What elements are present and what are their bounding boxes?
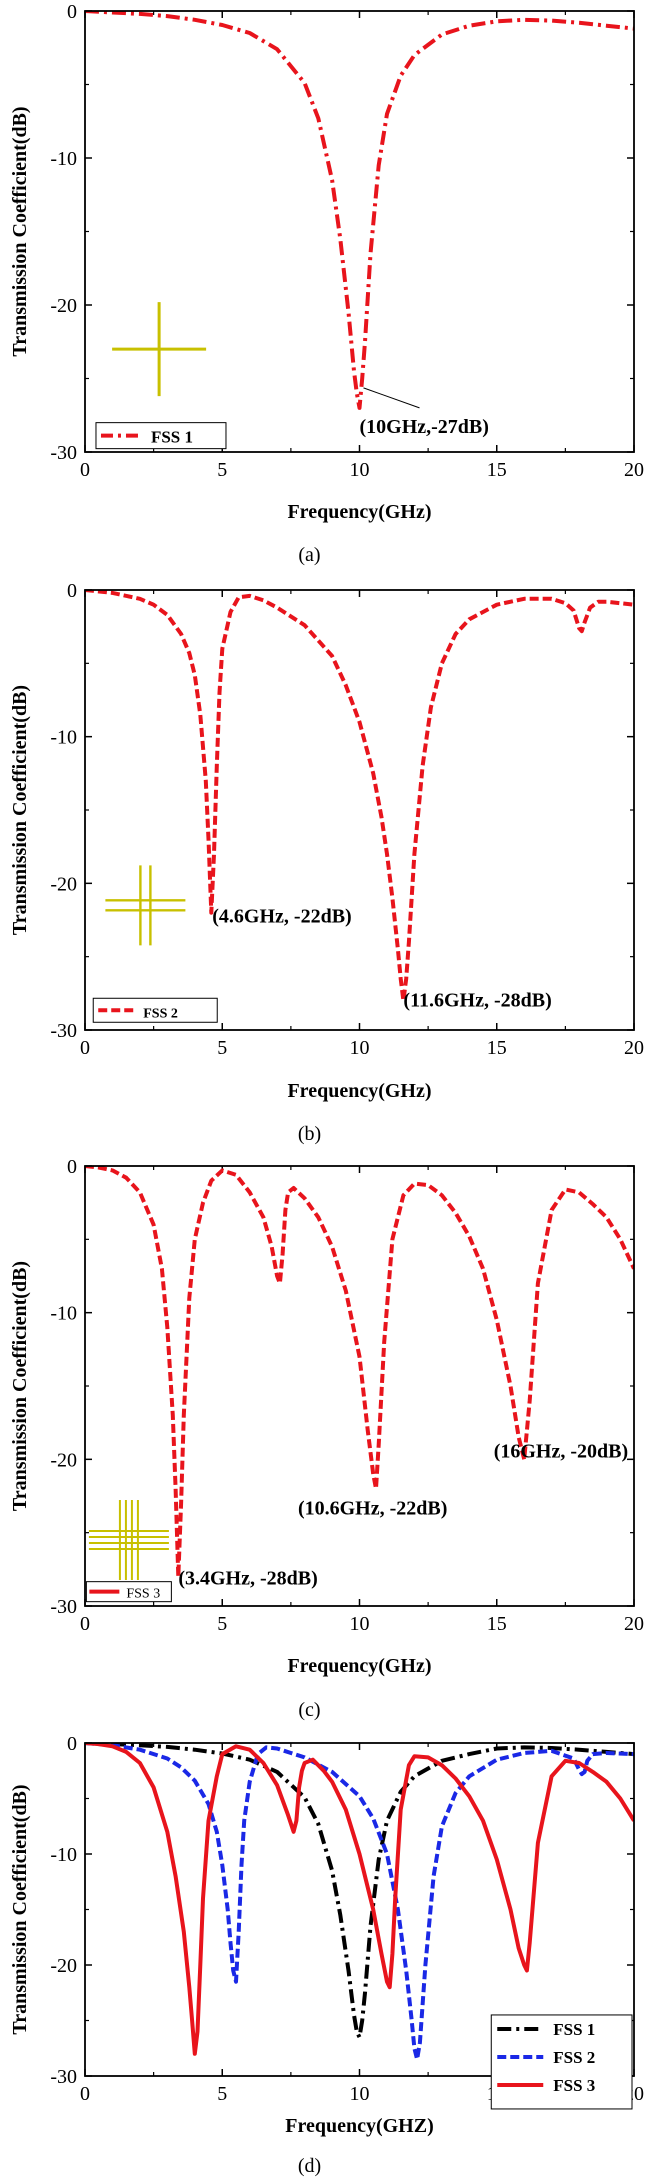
series-line-fss-3 [85, 1743, 634, 2056]
chart-panel-a: 0 5 10 15 20 0 -10 -20 -30 Frequency(GHz) Transmis… [9, 1, 644, 566]
plot-frame [84, 589, 635, 1031]
x-tick-label: 20 [624, 459, 644, 481]
y-tick-label: -20 [50, 1449, 77, 1471]
series-line-fss-2 [85, 1743, 634, 2062]
y-tick-label: -30 [50, 2066, 77, 2088]
x-tick-label: 15 [487, 1613, 507, 1635]
plot-frame [84, 1742, 635, 2077]
y-axis-label: Transmission Coefficient(dB) [9, 106, 31, 356]
x-axis-label: Frequency(GHZ) [285, 2115, 434, 2137]
y-tick-label: -20 [50, 873, 77, 895]
chart-panel-c: 0 5 10 15 20 0 -10 -20 -30 Frequency(GHz) Transmis… [9, 1156, 644, 1721]
legend-label-fss-2: FSS 2 [553, 2048, 595, 2067]
x-tick-label: 10 [350, 1037, 370, 1059]
x-tick-label: 5 [217, 2083, 227, 2105]
y-tick-label: -10 [50, 148, 77, 170]
annotation-label: (10.6GHz, -22dB) [298, 1498, 447, 1520]
y-tick-label: -10 [50, 1844, 77, 1866]
legend-label-fss-1: FSS 1 [553, 2020, 595, 2039]
x-tick-label: 20 [624, 1613, 644, 1635]
panel-caption: (d) [298, 2155, 321, 2177]
legend-label-fss-3: FSS 3 [126, 1587, 160, 1602]
x-tick-label: 0 [80, 2083, 90, 2105]
y-tick-label: -30 [50, 1596, 77, 1618]
x-tick-label: 0 [80, 1037, 90, 1059]
legend-box [490, 2014, 633, 2110]
annotation-label: (16GHz, -20dB) [494, 1440, 628, 1462]
y-tick-label: -30 [50, 1020, 77, 1042]
y-tick-label: -20 [50, 295, 77, 317]
y-tick-label: 0 [67, 1156, 77, 1178]
x-tick-label: 5 [217, 1037, 227, 1059]
y-tick-label: -30 [50, 442, 77, 464]
x-tick-label: 0 [80, 1613, 90, 1635]
legend-label-fss-2: FSS 2 [143, 1006, 178, 1021]
series-line-fss-1 [85, 1743, 634, 2040]
x-tick-label: 10 [350, 459, 370, 481]
annotation-label: (11.6GHz, -28dB) [403, 990, 551, 1012]
series-line-fss-3 [85, 1166, 634, 1579]
legend-box [95, 422, 227, 450]
x-tick-label: 15 [487, 1037, 507, 1059]
y-tick-label: -20 [50, 1955, 77, 1977]
x-tick-label: 20 [624, 1037, 644, 1059]
x-tick-label: 10 [350, 2083, 370, 2105]
annotation-label: (3.4GHz, -28dB) [178, 1568, 317, 1590]
panel-caption: (c) [298, 1699, 320, 1721]
x-tick-label: 5 [217, 1613, 227, 1635]
y-axis-label: Transmission Coefficient(dB) [9, 1261, 31, 1511]
y-tick-label: -10 [50, 1303, 77, 1325]
legend-box [85, 1581, 172, 1603]
y-axis-label: Transmission Coefficient(dB) [9, 1784, 31, 2034]
series-line-fss-1 [85, 11, 634, 410]
x-axis-label: Frequency(GHz) [287, 501, 431, 523]
y-axis-label: Transmission Coefficient(dB) [9, 685, 31, 935]
legend-label-fss-1: FSS 1 [151, 428, 193, 447]
panel-caption: (a) [298, 544, 320, 566]
annotation-leader [363, 387, 420, 409]
series-line-fss-2 [85, 590, 634, 1003]
x-axis-label: Frequency(GHz) [287, 1655, 431, 1677]
y-tick-label: 0 [67, 580, 77, 602]
x-tick-label: 15 [487, 459, 507, 481]
x-tick-label: 5 [217, 459, 227, 481]
chart-panel-b: 0 5 10 15 20 0 -10 -20 -30 Frequency(GHz) Transmis… [9, 580, 644, 1145]
annotation-label: (4.6GHz, -22dB) [212, 906, 351, 928]
chart-panel-d: 051015200-10-20-30Frequency(GHZ)Transmis… [9, 1733, 644, 2177]
y-tick-label: -10 [50, 727, 77, 749]
plot-frame [84, 1165, 635, 1607]
x-tick-label: 0 [80, 459, 90, 481]
panel-caption: (b) [298, 1123, 321, 1145]
y-tick-label: 0 [67, 1, 77, 23]
annotation-label: (10GHz,-27dB) [360, 416, 489, 438]
legend-label-fss-3: FSS 3 [553, 2076, 595, 2095]
x-axis-label: Frequency(GHz) [287, 1080, 431, 1102]
plot-frame [84, 10, 635, 453]
x-tick-label: 10 [350, 1613, 370, 1635]
y-tick-label: 0 [67, 1733, 77, 1755]
